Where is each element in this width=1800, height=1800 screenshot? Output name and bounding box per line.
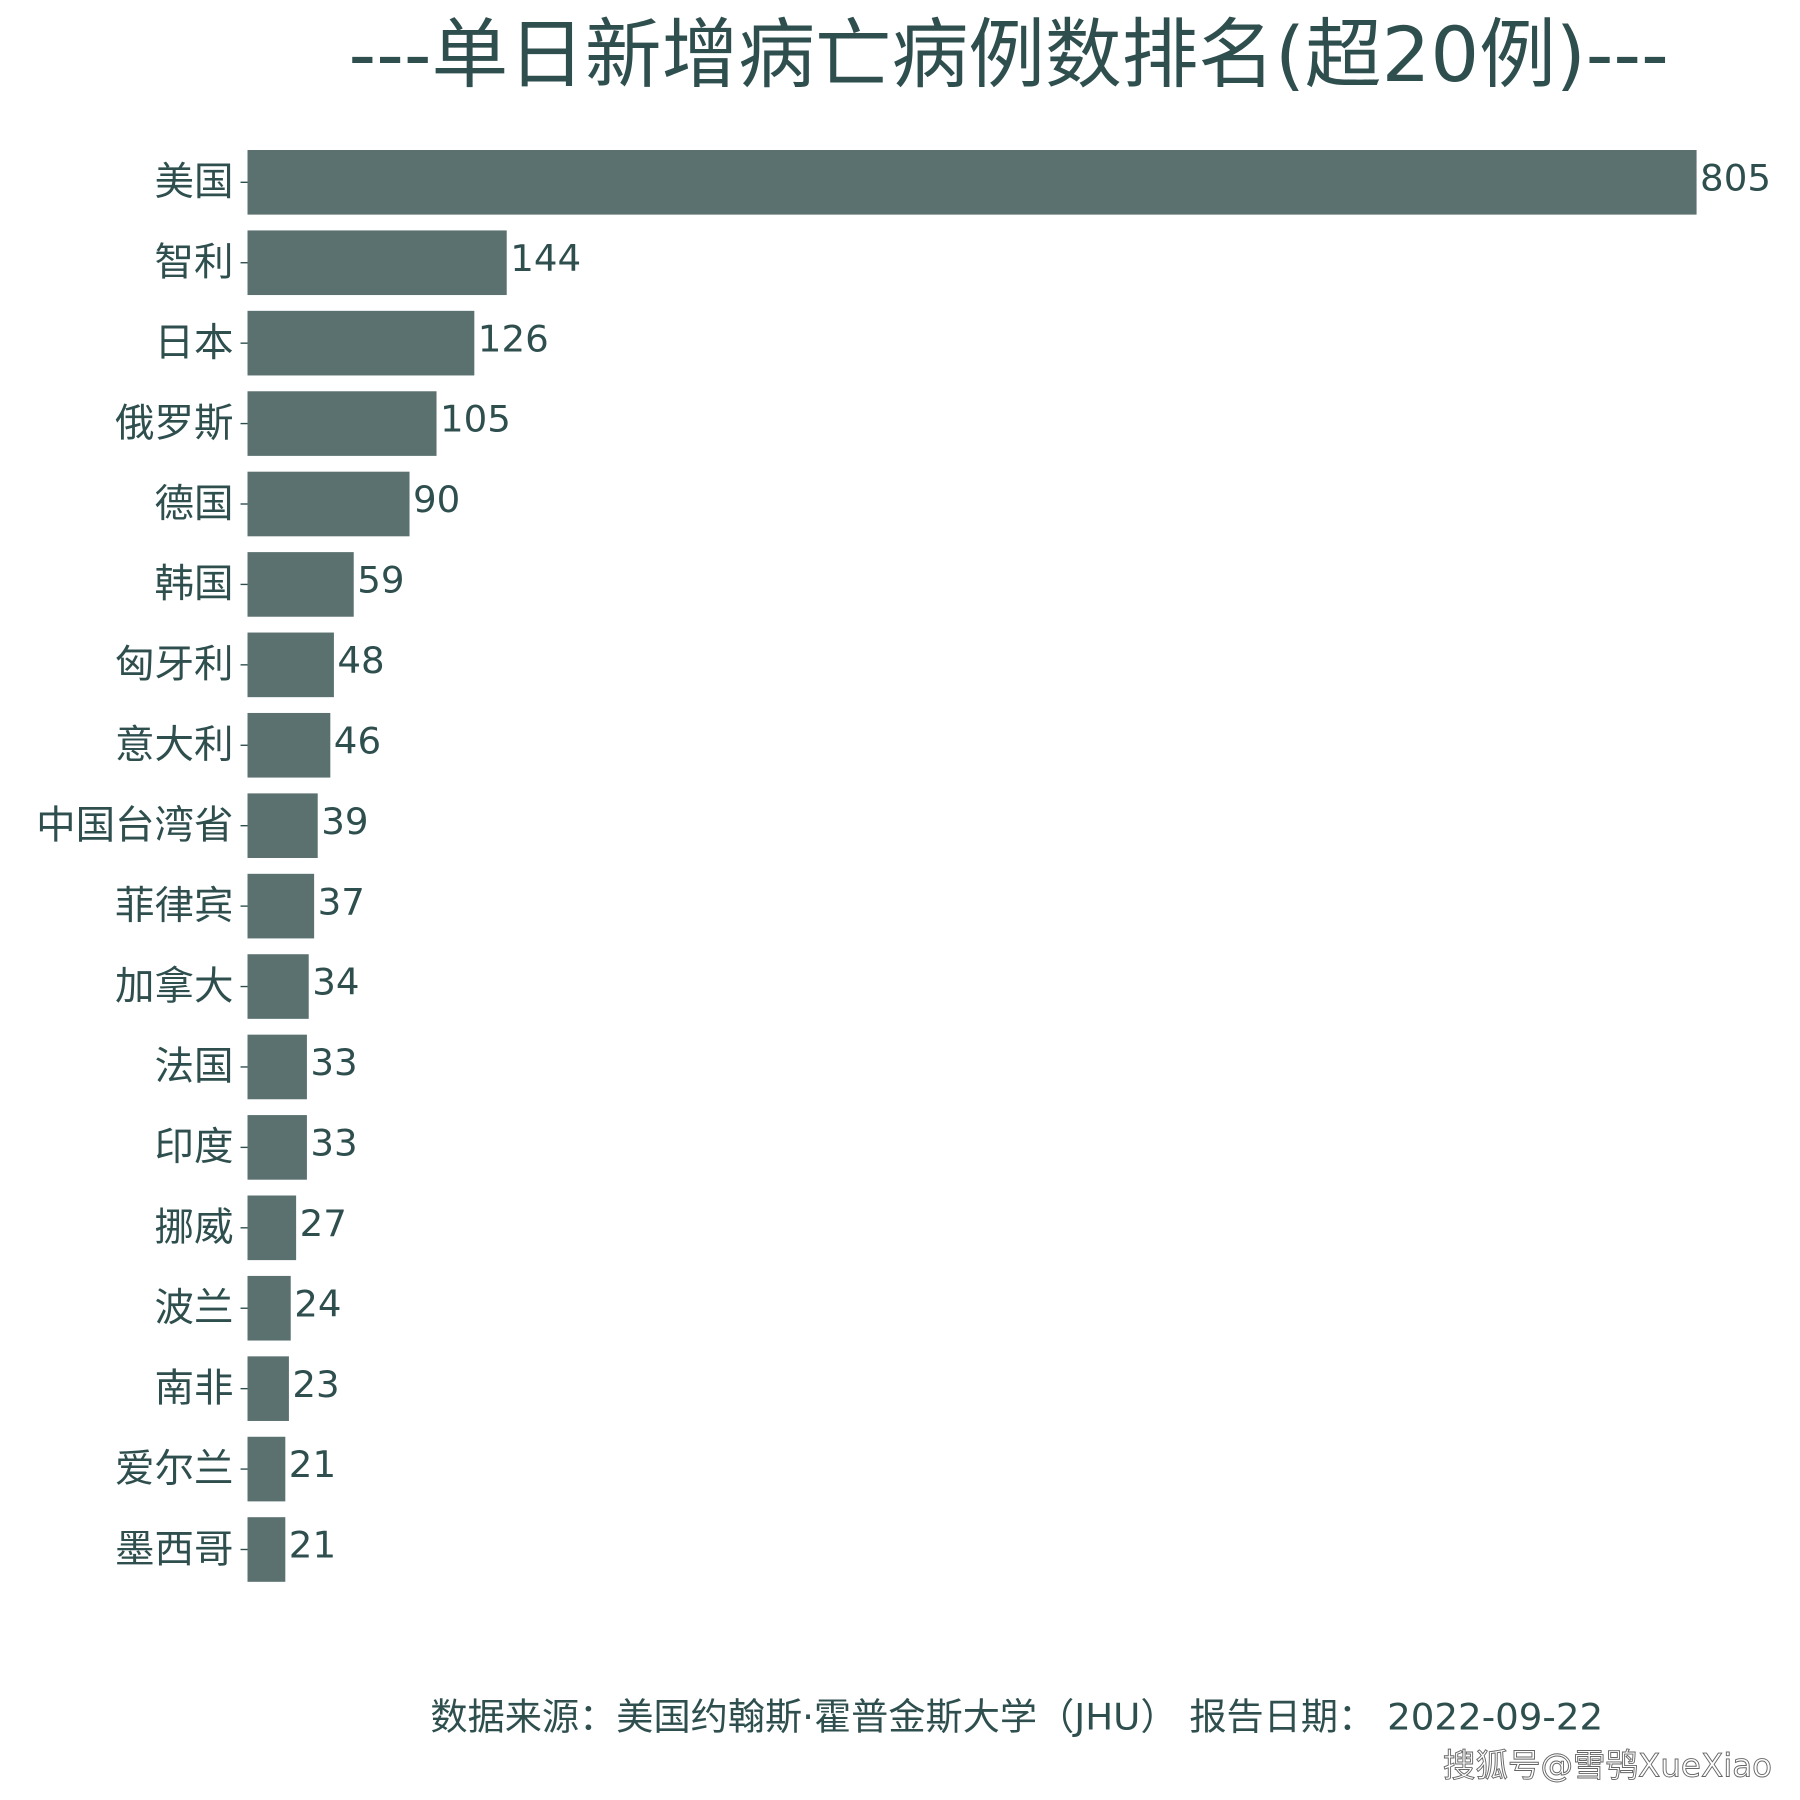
bar bbox=[247, 1517, 286, 1582]
value-label: 46 bbox=[334, 720, 381, 763]
bar bbox=[247, 552, 354, 617]
bar bbox=[247, 1356, 289, 1421]
y-tick-label: 智利 bbox=[155, 240, 234, 286]
bar bbox=[247, 1195, 297, 1261]
bar bbox=[247, 712, 331, 778]
bar bbox=[247, 391, 437, 456]
value-label: 37 bbox=[318, 880, 365, 923]
bar bbox=[247, 310, 475, 376]
value-label: 27 bbox=[300, 1202, 347, 1245]
y-tick-label: 挪威 bbox=[155, 1205, 234, 1251]
value-label: 126 bbox=[478, 317, 549, 360]
bar bbox=[247, 1115, 307, 1180]
value-label: 144 bbox=[510, 237, 581, 280]
y-tick-label: 南非 bbox=[155, 1366, 234, 1412]
y-tick-label: 波兰 bbox=[155, 1285, 234, 1331]
value-label: 90 bbox=[413, 478, 460, 521]
bar bbox=[247, 150, 1697, 215]
value-label: 23 bbox=[292, 1363, 339, 1406]
y-tick-label: 日本 bbox=[155, 320, 234, 366]
y-tick-label: 中国台湾省 bbox=[36, 803, 233, 849]
bar bbox=[247, 793, 318, 858]
bar bbox=[247, 954, 309, 1019]
bar bbox=[247, 873, 315, 939]
bar bbox=[247, 632, 334, 698]
y-tick-label: 菲律宾 bbox=[115, 883, 233, 929]
y-tick-label: 意大利 bbox=[115, 722, 233, 768]
bar bbox=[247, 471, 410, 537]
chart-title: ---单日新增病亡病例数排名(超20例)--- bbox=[349, 11, 1669, 100]
value-label: 805 bbox=[1700, 157, 1771, 200]
value-label: 48 bbox=[337, 639, 384, 682]
y-tick-label: 印度 bbox=[155, 1124, 234, 1170]
value-label: 105 bbox=[440, 398, 511, 441]
y-tick-label: 德国 bbox=[155, 481, 234, 527]
y-tick-label: 韩国 bbox=[155, 561, 234, 607]
bar bbox=[247, 230, 507, 296]
value-label: 59 bbox=[357, 559, 404, 602]
value-label: 24 bbox=[294, 1283, 341, 1326]
value-label: 33 bbox=[310, 1041, 357, 1084]
bar bbox=[247, 1436, 286, 1502]
y-tick-label: 美国 bbox=[155, 159, 234, 205]
value-label: 39 bbox=[321, 800, 368, 843]
y-tick-label: 俄罗斯 bbox=[115, 400, 233, 446]
y-tick-label: 匈牙利 bbox=[115, 642, 233, 688]
watermark: 搜狐号@雪鸮XueXiao bbox=[1443, 1747, 1772, 1785]
bar bbox=[247, 1034, 307, 1100]
value-label: 21 bbox=[289, 1443, 336, 1486]
value-label: 21 bbox=[289, 1524, 336, 1567]
y-tick-label: 爱尔兰 bbox=[115, 1446, 233, 1492]
y-tick-label: 墨西哥 bbox=[115, 1526, 233, 1572]
y-tick-label: 法国 bbox=[155, 1044, 234, 1090]
value-label: 33 bbox=[310, 1122, 357, 1165]
value-label: 34 bbox=[312, 961, 359, 1004]
y-tick-label: 加拿大 bbox=[115, 963, 233, 1009]
source-note: 数据来源：美国约翰斯·霍普金斯大学（JHU） 报告日期： 2022-09-22 bbox=[430, 1696, 1603, 1739]
bar bbox=[247, 1275, 291, 1341]
